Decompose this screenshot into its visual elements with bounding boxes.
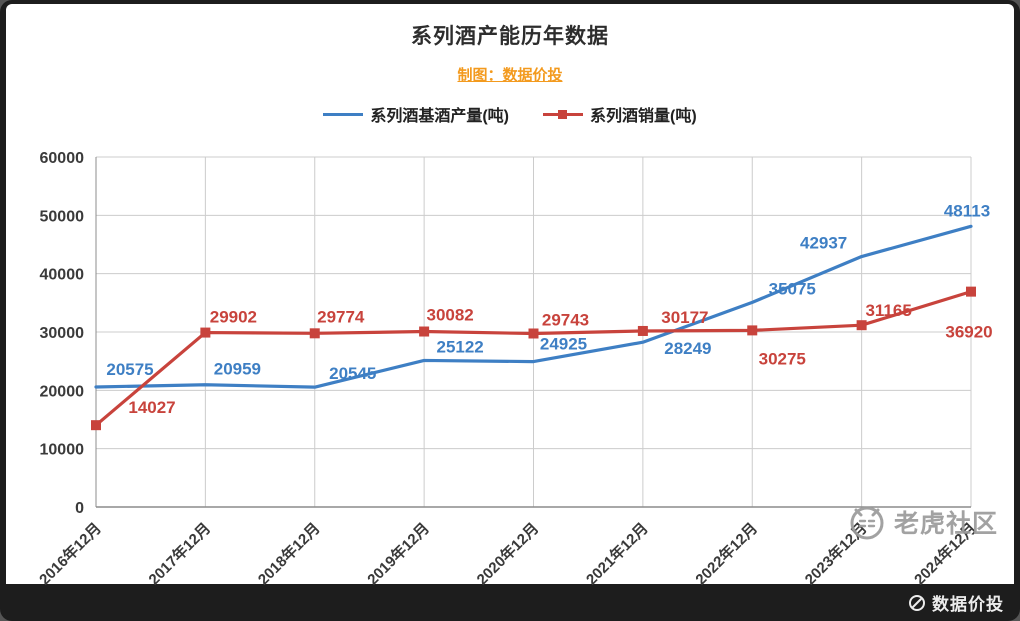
chart-subtitle: 制图：数据价投 [457,67,563,84]
community-watermark: 老虎社区 [847,502,998,542]
svg-text:29743: 29743 [542,310,589,329]
svg-text:2019年12月: 2019年12月 [364,519,433,588]
tiger-logo-icon [850,506,884,540]
svg-text:28249: 28249 [664,339,711,358]
svg-text:10000: 10000 [40,442,85,459]
bottom-strip: 数据价投 [0,584,1020,621]
svg-text:36920: 36920 [945,323,992,342]
svg-text:29902: 29902 [210,308,257,327]
svg-text:30082: 30082 [426,306,473,325]
production-line-swatch-icon [323,109,364,120]
svg-text:35075: 35075 [769,279,816,298]
legend: 系列酒基酒产量(吨) 系列酒销量(吨) [6,102,1014,126]
chart-title: 系列酒产能历年数据 [411,25,609,48]
svg-text:2018年12月: 2018年12月 [254,519,323,588]
svg-text:20575: 20575 [106,360,153,379]
svg-text:30177: 30177 [661,308,708,327]
svg-text:14027: 14027 [128,398,175,417]
svg-text:2022年12月: 2022年12月 [692,519,761,588]
svg-text:29774: 29774 [317,307,365,326]
brand-logo-icon [909,594,925,611]
chart-panel: 系列酒产能历年数据 制图：数据价投 系列酒基酒产量(吨) 系列酒销量(吨) 0 1… [6,4,1014,588]
svg-text:25122: 25122 [436,337,483,356]
svg-text:50000: 50000 [40,208,85,225]
svg-text:20000: 20000 [40,383,85,400]
legend-label-sales: 系列酒销量(吨) [590,108,697,125]
sales-line-swatch-icon [543,109,583,120]
svg-text:31165: 31165 [865,301,911,320]
svg-text:30275: 30275 [759,349,806,368]
brand-watermark-label: 数据价投 [932,595,1004,614]
legend-item-production: 系列酒基酒产量(吨) [323,102,509,126]
svg-text:2020年12月: 2020年12月 [473,519,542,588]
svg-text:0: 0 [75,500,84,517]
svg-text:20545: 20545 [329,364,376,383]
svg-text:2017年12月: 2017年12月 [145,519,214,588]
svg-text:42937: 42937 [800,234,847,253]
svg-text:48113: 48113 [944,201,990,220]
legend-label-production: 系列酒基酒产量(吨) [370,108,509,125]
legend-item-sales: 系列酒销量(吨) [543,102,697,126]
line-chart: 0 10000 20000 30000 40000 50000 60000 2016年12月 2… [35,150,992,588]
community-watermark-label: 老虎社区 [893,510,998,538]
svg-text:30000: 30000 [40,325,85,342]
svg-text:40000: 40000 [40,267,85,284]
svg-text:60000: 60000 [40,150,85,167]
svg-text:2021年12月: 2021年12月 [582,519,651,588]
svg-text:20959: 20959 [214,360,261,379]
svg-text:24925: 24925 [540,335,587,354]
svg-text:2016年12月: 2016年12月 [35,519,104,588]
